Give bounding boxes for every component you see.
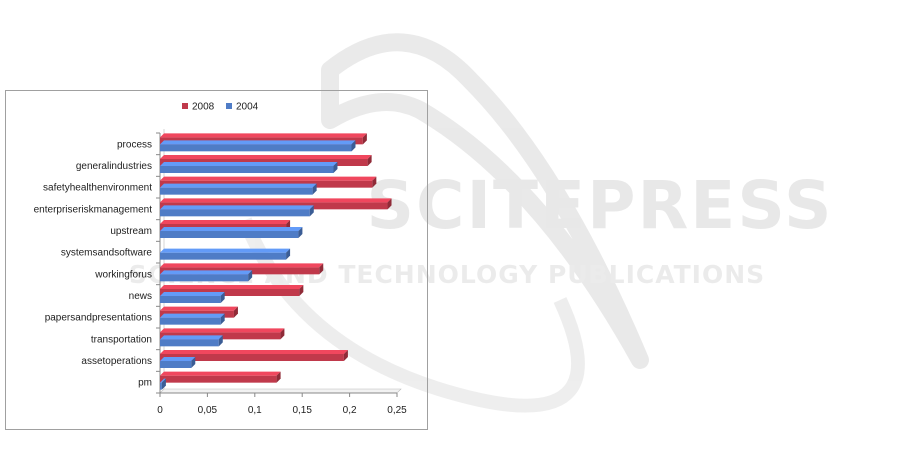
bar-2008-top (160, 306, 238, 311)
bar-2008-top (160, 176, 377, 181)
bar-2004 (160, 317, 221, 325)
bar-2004-top (160, 227, 303, 231)
bar-2008-side (233, 306, 238, 318)
bar-2004-side (220, 292, 225, 303)
category-label: pm (138, 378, 152, 389)
category-label: safetyhealthenvironment (43, 183, 152, 194)
bar-2008-side (372, 176, 377, 188)
category-label: assetoperations (81, 356, 152, 367)
bar-2008-top (160, 198, 392, 203)
bar-2008-side (362, 133, 367, 145)
bar-2004 (160, 361, 192, 368)
bar-2004-top (160, 162, 338, 166)
category-label: enterpriseriskmanagement (34, 204, 153, 215)
legend-label: 2004 (236, 102, 259, 113)
bar-2004-top (160, 292, 225, 296)
bar-2004-top (160, 270, 253, 275)
legend-swatch (182, 103, 188, 109)
category-label: workingforus (94, 269, 152, 280)
category-label: generalindustries (76, 161, 152, 172)
bar-2008-side (280, 328, 285, 340)
bar-2008-top (160, 155, 372, 159)
bar-2004-side (191, 357, 196, 368)
watermark-title: SCITEPRESS (366, 167, 833, 244)
bar-2004-top (160, 183, 317, 188)
bar-2004-top (160, 140, 356, 145)
bar-2004-top (160, 313, 225, 318)
x-tick-label: 0,2 (343, 405, 357, 416)
category-label: transportation (91, 334, 152, 345)
bar-2004-top (160, 378, 166, 383)
bar-2008-side (343, 350, 348, 361)
bar-2008 (160, 289, 300, 296)
bar-2004-side (218, 335, 223, 347)
bar-2008 (160, 375, 277, 383)
bar-2004-side (286, 248, 291, 260)
bar-2008-top (160, 350, 348, 354)
bar-2004-top (160, 357, 196, 361)
category-label: upstream (110, 226, 152, 237)
bar-2008-side (299, 285, 304, 296)
bar-2008-top (160, 371, 281, 376)
bar-2004 (160, 339, 219, 347)
bar-2008-side (319, 263, 324, 275)
legend-swatch (226, 103, 232, 109)
bar-2004-top (160, 248, 291, 253)
bar-2004 (160, 209, 310, 217)
x-tick-label: 0,25 (387, 405, 407, 416)
category-label: systemsandsoftware (61, 248, 153, 259)
bar-2004-side (351, 140, 356, 152)
bar-2004-side (220, 313, 225, 325)
bar-2008 (160, 354, 344, 361)
bar-2004 (160, 296, 221, 303)
bar-2004 (160, 231, 299, 238)
bar-2004 (160, 187, 313, 195)
bar-2004 (160, 252, 287, 260)
x-tick-label: 0 (157, 405, 163, 416)
bar-2008-top (160, 285, 304, 289)
bar-2008-top (160, 133, 367, 138)
bar-2004-side (312, 183, 317, 195)
bar-2008-top (160, 328, 285, 333)
bar-2008-side (367, 155, 372, 166)
bar-2008-side (387, 198, 392, 210)
bar-2004-side (309, 205, 314, 217)
bar-2004-top (160, 205, 314, 210)
bar-2004-side (248, 270, 253, 282)
legend-label: 2008 (192, 102, 215, 113)
bar-2008-top (160, 263, 324, 268)
x-tick-label: 0,15 (292, 405, 312, 416)
chart-frame: 0 0,05 0,1 0,15 0,2 0,25 process generalindustr… (5, 90, 428, 430)
bar-2004-top (160, 335, 223, 340)
x-tick-label: 0,05 (198, 405, 218, 416)
bar-chart: 0 0,05 0,1 0,15 0,2 0,25 process generalindustr… (34, 102, 408, 417)
bar-2008-top (160, 220, 291, 224)
watermark-swoosh-icon (321, 33, 649, 369)
category-label: process (117, 139, 152, 150)
category-label: papersandpresentations (45, 313, 152, 324)
bar-2004-side (298, 227, 303, 238)
bar-2004-side (161, 378, 166, 390)
plot-floor (159, 388, 402, 394)
bar-2004 (160, 274, 249, 282)
bar-2004 (160, 382, 162, 390)
bar-2004 (160, 144, 352, 152)
x-tick-label: 0,1 (248, 405, 262, 416)
bar-2004-side (333, 162, 338, 173)
bar-2004 (160, 166, 334, 173)
bar-2008-side (276, 371, 281, 383)
category-label: news (129, 291, 152, 302)
